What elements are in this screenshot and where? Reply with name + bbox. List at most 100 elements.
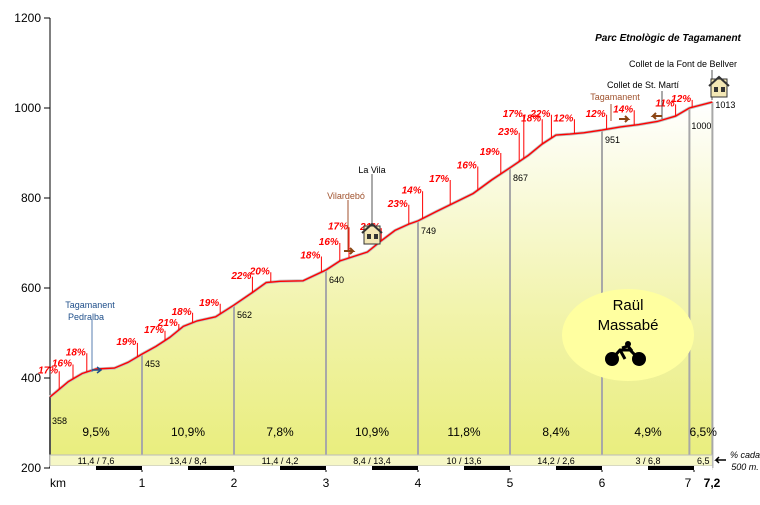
place-la-vila: La Vila [358, 165, 386, 245]
gradient-label: 20% [249, 266, 270, 277]
segment-band-label: 3 / 6,8 [635, 456, 660, 466]
segment-band-label: 11,4 / 7,6 [78, 456, 115, 466]
house-icon [361, 222, 383, 245]
segment-band-label: 6,5 [697, 456, 710, 466]
cyclist-icon [605, 341, 646, 366]
km-scale-bar [50, 466, 713, 470]
x-tick-label: 2 [231, 476, 238, 490]
x-tick-label: 4 [415, 476, 422, 490]
altitude-label: 562 [237, 310, 252, 320]
arrow-left-icon [650, 112, 662, 120]
gradient-label: 17% [144, 325, 164, 336]
place-label-pedralba: Pedralba [68, 312, 104, 322]
place-tagamanent: Tagamanent [590, 92, 640, 123]
place-label-collet-st-marti: Collet de St. Martí [607, 80, 680, 90]
x-axis-label: km [50, 476, 66, 490]
segment-gradient-label: 8,4% [542, 425, 570, 439]
gradient-label: 14% [613, 104, 633, 115]
place-collet-font-bellver: Collet de la Font de Bellver [629, 59, 737, 100]
segment-band-label: 10 / 13,6 [446, 456, 481, 466]
km-scale-segment [694, 466, 713, 470]
segment-gradient-label: 6,5% [690, 425, 718, 439]
segment-band-label: 14,2 / 2,6 [537, 456, 575, 466]
gradient-label: 16% [52, 359, 72, 370]
gradient-label: 23% [497, 127, 518, 138]
gradient-label: 18% [172, 307, 192, 318]
profile-line [49, 101, 713, 398]
band-note-line1: % cada [730, 450, 760, 460]
gradient-label: 16% [319, 237, 339, 248]
gradient-label: 14% [402, 185, 422, 196]
altitude-label: 1000 [691, 121, 711, 131]
gradient-label: 17% [503, 109, 523, 120]
gradient-label: 12% [671, 94, 691, 105]
altitude-label: 867 [513, 173, 528, 183]
place-tagamanent-pedralba: Tagamanent Pedralba [65, 300, 115, 374]
place-label-tagamanent: Tagamanent [590, 92, 640, 102]
place-collet-st-marti: Collet de St. Martí [607, 80, 680, 120]
gradient-label: 22% [230, 271, 251, 282]
km-scale-segment [50, 466, 96, 470]
segment-band-label: 8,4 / 13,4 [353, 456, 391, 466]
x-tick-label: 3 [323, 476, 330, 490]
gradient-label: 11% [655, 98, 674, 109]
gradient-label: 22% [529, 109, 550, 120]
altitude-label: 749 [421, 226, 436, 236]
gradient-label: 21% [157, 318, 178, 329]
gradient-label: 23% [387, 199, 408, 210]
gradient-label: 18% [66, 347, 86, 358]
segment-gradient-label: 9,5% [82, 425, 110, 439]
x-tick-label: 1 [139, 476, 146, 490]
author-first-name: Raül [613, 297, 644, 314]
segment-gradient-label: 10,9% [171, 425, 205, 439]
y-tick-label: 600 [21, 281, 41, 295]
gradient-label: 12% [553, 113, 573, 124]
y-tick-label: 800 [21, 191, 41, 205]
km-scale-segment [326, 466, 372, 470]
place-vilardebo: Vilardebó [327, 191, 365, 255]
x-tick-label: 7 [685, 476, 692, 490]
gradient-label: 19% [480, 147, 500, 158]
gradient-label: 19% [199, 298, 219, 309]
gradient-label: 19% [116, 337, 136, 348]
arrow-left-icon [714, 456, 726, 464]
km-scale-segment [234, 466, 280, 470]
segment-gradient-label: 7,8% [266, 425, 294, 439]
house-icon [708, 75, 730, 98]
segment-band-label: 11,4 / 4,2 [262, 456, 299, 466]
band-note-line2: 500 m. [731, 462, 759, 472]
km-scale-segment [602, 466, 648, 470]
altitude-label: 951 [605, 135, 620, 145]
place-label-collet-font-bellver: Collet de la Font de Bellver [629, 59, 737, 69]
profile-area [50, 102, 713, 468]
segment-gradient-label: 10,9% [355, 425, 389, 439]
segment-gradient-label: 11,8% [447, 425, 480, 439]
author-badge: Raül Massabé [562, 289, 694, 381]
author-last-name: Massabé [598, 317, 659, 334]
arrow-right-icon [619, 115, 631, 123]
gradient-label: 17% [328, 221, 348, 232]
gradient-label: 17% [38, 365, 58, 376]
y-tick-label: 400 [21, 371, 41, 385]
y-tick-label: 1000 [14, 101, 41, 115]
segment-band-label: 13,4 / 8,4 [169, 456, 207, 466]
place-label-la-vila: La Vila [358, 165, 385, 175]
segment-gradient-label: 4,9% [634, 425, 662, 439]
place-label-vilardebo: Vilardebó [327, 191, 365, 201]
chart-title: Parc Etnològic de Tagamanent [595, 33, 741, 44]
x-tick-label: 5 [507, 476, 514, 490]
y-tick-label: 1200 [14, 11, 41, 25]
altitude-label: 453 [145, 359, 160, 369]
gradient-label: 17% [429, 174, 449, 185]
x-end-label: 7,2 [704, 476, 721, 490]
gradient-label: 18% [300, 251, 320, 262]
place-label-tagamanent-line1: Tagamanent [65, 300, 115, 310]
km-scale-segment [142, 466, 188, 470]
km-scale-segment [510, 466, 556, 470]
altitude-label: 358 [52, 416, 67, 426]
altitude-label: 640 [329, 275, 344, 285]
arrow-right-icon [344, 247, 356, 255]
x-tick-label: 6 [599, 476, 606, 490]
gradient-label: 18% [521, 113, 541, 124]
